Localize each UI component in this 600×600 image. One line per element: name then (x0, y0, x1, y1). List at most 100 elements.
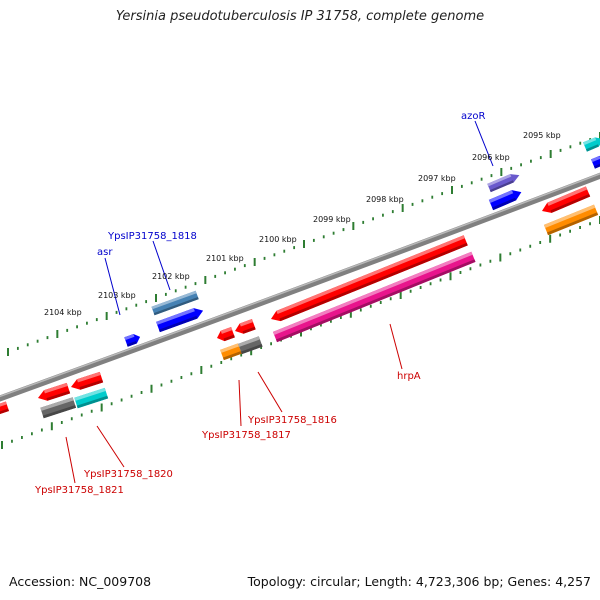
gene-features (0, 137, 600, 419)
gene-feature-15 (38, 382, 71, 401)
gene-shade-12 (242, 326, 256, 334)
gene-bevel-14 (238, 336, 260, 347)
gene-bevel-2 (583, 137, 597, 146)
gene-shade-0 (489, 180, 514, 193)
gene-label-hrpa[interactable]: hrpA (397, 371, 421, 382)
backbone-highlight (0, 173, 600, 398)
gene-feature-0 (487, 174, 520, 193)
outer-scale-ticks (7, 132, 600, 356)
gene-labels: 2095 kbp 2096 kbp 2097 kbp 2098 kbp 2099… (34, 111, 561, 496)
gene-body-5 (151, 290, 199, 316)
gene-body-1 (488, 190, 522, 211)
gene-shade-16 (79, 379, 104, 390)
gene-bevel-13 (220, 343, 240, 353)
gene-feature-1 (488, 190, 522, 211)
gene-body-6 (156, 308, 204, 333)
gene-shade-6 (158, 315, 198, 333)
gene-bevel-17 (40, 397, 74, 411)
gene-feature-2 (583, 137, 600, 152)
tick-label-2097: 2097 kbp (418, 174, 456, 183)
gene-bevel-10 (543, 204, 596, 228)
tick-label-2102: 2102 kbp (152, 272, 190, 281)
tick-label-2098: 2098 kbp (366, 195, 404, 204)
label-leader-lines (65, 120, 494, 484)
gene-label-ypsip31758-1816[interactable]: YpsIP31758_1816 (247, 415, 337, 426)
backbone-arc (0, 172, 600, 402)
tick-label-2096: 2096 kbp (472, 153, 510, 162)
gene-feature-19 (0, 401, 9, 415)
gene-bevel-18 (74, 387, 106, 401)
label-leader-5 (238, 379, 242, 427)
gene-feature-11 (217, 327, 235, 342)
tick-label-2103: 2103 kbp (98, 291, 136, 300)
gene-feature-12 (235, 318, 256, 334)
gene-body-0 (487, 174, 520, 193)
gene-bevel-5 (151, 290, 197, 310)
gene-bevel-0 (487, 174, 512, 187)
gene-body-9 (272, 251, 476, 343)
genome-backbone (0, 172, 600, 402)
label-leader-3 (389, 323, 403, 370)
gene-feature-6 (156, 308, 204, 333)
gene-feature-10 (543, 204, 599, 236)
gene-bevel-6 (156, 308, 195, 325)
gene-shade-7 (126, 341, 137, 347)
gene-feature-16 (71, 371, 104, 390)
gene-body-14 (238, 336, 263, 355)
gene-label-asr[interactable]: asr (97, 247, 113, 258)
label-leader-6 (96, 425, 125, 468)
gene-shade-11 (223, 334, 235, 342)
tick-label-2095: 2095 kbp (523, 131, 561, 140)
gene-body-10 (543, 204, 599, 236)
tick-label-2101: 2101 kbp (206, 254, 244, 263)
label-leader-7 (65, 436, 76, 484)
gene-shade-2 (585, 144, 599, 152)
gene-label-ypsip31758-1818[interactable]: YpsIP31758_1818 (107, 231, 197, 242)
gene-body-13 (220, 343, 242, 361)
gene-feature-3 (591, 155, 600, 169)
gene-shade-17 (42, 405, 77, 419)
gene-shade-13 (222, 351, 242, 361)
gene-bevel-16 (76, 371, 101, 383)
gene-bevel-4 (547, 186, 588, 206)
gene-shade-10 (547, 212, 599, 236)
gene-shade-9 (276, 259, 476, 343)
gene-bevel-8 (276, 235, 465, 314)
gene-feature-5 (151, 290, 199, 316)
genome-summary-text: Topology: circular; Length: 4,723,306 bp… (247, 574, 591, 589)
accession-text: Accession: NC_009708 (9, 574, 152, 589)
gene-feature-8 (271, 235, 468, 322)
gene-feature-4 (542, 186, 591, 213)
gene-feature-13 (220, 343, 242, 361)
gene-shade-8 (279, 242, 468, 322)
gene-bevel-3 (591, 155, 600, 163)
gene-label-ypsip31758-1821[interactable]: YpsIP31758_1821 (34, 485, 124, 496)
label-leader-4 (257, 371, 283, 413)
gene-feature-7 (124, 333, 141, 347)
gene-shade-5 (153, 297, 199, 316)
gene-shade-1 (492, 197, 517, 211)
label-leader-0 (474, 120, 494, 167)
label-leader-2 (104, 257, 121, 316)
gene-label-ypsip31758-1820[interactable]: YpsIP31758_1820 (83, 469, 173, 480)
gene-feature-17 (40, 397, 77, 419)
genome-title: Yersinia pseudotuberculosis IP 31758, co… (115, 9, 485, 24)
gene-shade-4 (550, 193, 591, 213)
gene-label-azor[interactable]: azoR (461, 111, 485, 122)
gene-shade-19 (0, 408, 9, 415)
gene-bevel-1 (488, 190, 514, 203)
tick-label-2100: 2100 kbp (259, 235, 297, 244)
gene-bevel-11 (220, 327, 233, 334)
gene-shade-14 (240, 344, 263, 355)
gene-shade-18 (76, 395, 109, 409)
gene-shade-3 (593, 162, 600, 169)
gene-feature-9 (272, 251, 476, 343)
gene-feature-14 (238, 336, 263, 355)
label-leader-1 (152, 240, 171, 291)
tick-label-2104: 2104 kbp (44, 308, 82, 317)
gene-label-ypsip31758-1817[interactable]: YpsIP31758_1817 (201, 430, 291, 441)
tick-label-2099: 2099 kbp (313, 215, 351, 224)
gene-bevel-19 (0, 401, 7, 409)
